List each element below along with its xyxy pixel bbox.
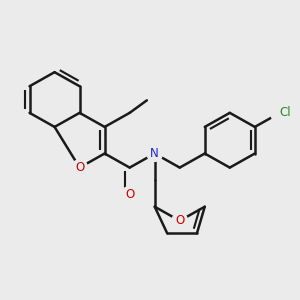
Circle shape — [271, 103, 289, 122]
Circle shape — [72, 160, 87, 176]
Text: N: N — [150, 147, 159, 160]
Circle shape — [122, 186, 137, 202]
Circle shape — [147, 146, 163, 161]
Text: O: O — [125, 188, 134, 201]
Text: O: O — [175, 214, 184, 227]
Text: Cl: Cl — [280, 106, 292, 119]
Circle shape — [172, 213, 188, 229]
Text: O: O — [75, 161, 84, 174]
